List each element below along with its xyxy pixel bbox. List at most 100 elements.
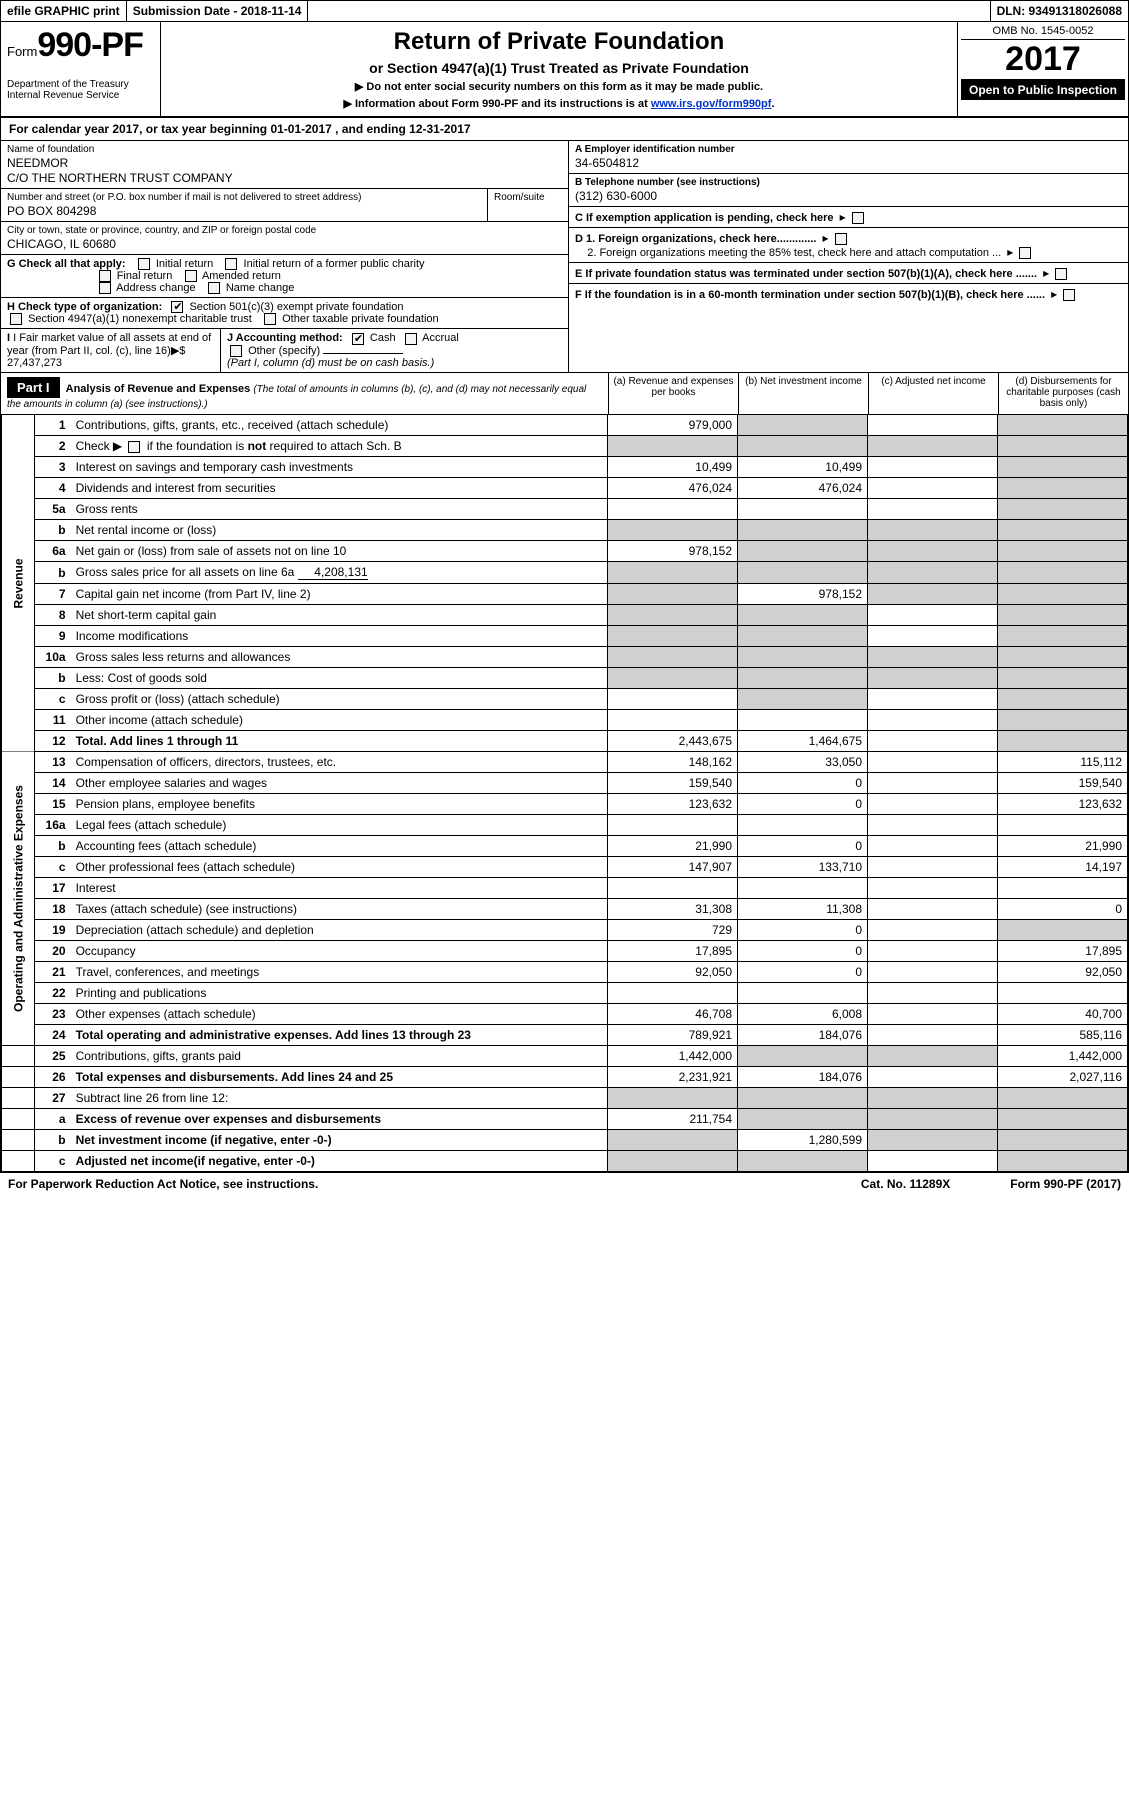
- r10a-a: [608, 647, 738, 668]
- r10a-c: [868, 647, 998, 668]
- chk-other-taxable[interactable]: [264, 313, 276, 325]
- r10b-d: [998, 668, 1128, 689]
- r16b-a: 21,990: [608, 836, 738, 857]
- open-inspection: Open to Public Inspection: [961, 80, 1125, 100]
- r27b-a: [608, 1130, 738, 1151]
- c-cell: C If exemption application is pending, c…: [569, 207, 1128, 228]
- lbl-other-method: Other (specify): [248, 345, 320, 357]
- chk-cash[interactable]: [352, 333, 364, 345]
- ln-13: 13: [35, 752, 71, 773]
- dept-irs: Internal Revenue Service: [7, 90, 154, 101]
- r6a-c: [868, 541, 998, 562]
- arrow-icon: [1048, 289, 1057, 301]
- ln-16b: b: [35, 836, 71, 857]
- c-label: C If exemption application is pending, c…: [575, 212, 834, 224]
- r20-d: 17,895: [998, 941, 1128, 962]
- desc-6b: Gross sales price for all assets on line…: [71, 562, 608, 584]
- chk-initial-return[interactable]: [138, 258, 150, 270]
- desc-7: Capital gain net income (from Part IV, l…: [71, 584, 608, 605]
- form-title: Return of Private Foundation: [171, 28, 947, 56]
- r5a-b: [738, 499, 868, 520]
- chk-accrual[interactable]: [405, 333, 417, 345]
- r24-a: 789,921: [608, 1025, 738, 1046]
- r9-d: [998, 626, 1128, 647]
- r25-a: 1,442,000: [608, 1046, 738, 1067]
- chk-initial-former[interactable]: [225, 258, 237, 270]
- desc-15: Pension plans, employee benefits: [71, 794, 608, 815]
- r8-c: [868, 605, 998, 626]
- desc-16a: Legal fees (attach schedule): [71, 815, 608, 836]
- desc-4: Dividends and interest from securities: [71, 478, 608, 499]
- part1-table: Revenue 1Contributions, gifts, grants, e…: [1, 415, 1128, 1172]
- r25-b: [738, 1046, 868, 1067]
- desc-12: Total. Add lines 1 through 11: [71, 731, 608, 752]
- ln-23: 23: [35, 1004, 71, 1025]
- chk-other-method[interactable]: [230, 345, 242, 357]
- desc-22: Printing and publications: [71, 983, 608, 1004]
- ln-14: 14: [35, 773, 71, 794]
- chk-c[interactable]: [852, 212, 864, 224]
- r21-c: [868, 962, 998, 983]
- r11-d: [998, 710, 1128, 731]
- r2-b: [738, 436, 868, 457]
- revenue-side-label: Revenue: [2, 415, 35, 752]
- chk-amended[interactable]: [185, 270, 197, 282]
- r3-c: [868, 457, 998, 478]
- ln-25: 25: [35, 1046, 71, 1067]
- r16a-d: [998, 815, 1128, 836]
- r18-d: 0: [998, 899, 1128, 920]
- chk-e[interactable]: [1055, 268, 1067, 280]
- name-label: Name of foundation: [7, 144, 562, 155]
- r26-c: [868, 1067, 998, 1088]
- lbl-name-change: Name change: [226, 282, 295, 294]
- chk-final-return[interactable]: [99, 270, 111, 282]
- lbl-final-return: Final return: [117, 270, 173, 282]
- r6b-b: [738, 562, 868, 584]
- r20-b: 0: [738, 941, 868, 962]
- r16a-c: [868, 815, 998, 836]
- ln-27b: b: [35, 1130, 71, 1151]
- city-cell: City or town, state or province, country…: [1, 222, 568, 255]
- ln-27c: c: [35, 1151, 71, 1172]
- desc-27a: Excess of revenue over expenses and disb…: [71, 1109, 608, 1130]
- notice-info-text: ▶ Information about Form 990-PF and its …: [343, 98, 650, 110]
- chk-501c3[interactable]: [171, 301, 183, 313]
- r10b-c: [868, 668, 998, 689]
- col-a-head: (a) Revenue and expenses per books: [608, 373, 738, 414]
- ln-1: 1: [35, 415, 71, 436]
- r7-a: [608, 584, 738, 605]
- chk-name-change[interactable]: [208, 282, 220, 294]
- desc-3: Interest on savings and temporary cash i…: [71, 457, 608, 478]
- r27a-a: 211,754: [608, 1109, 738, 1130]
- r22-b: [738, 983, 868, 1004]
- lbl-4947a1: Section 4947(a)(1) nonexempt charitable …: [28, 313, 252, 325]
- r26-b: 184,076: [738, 1067, 868, 1088]
- chk-4947a1[interactable]: [10, 313, 22, 325]
- desc-16c: Other professional fees (attach schedule…: [71, 857, 608, 878]
- r26-a: 2,231,921: [608, 1067, 738, 1088]
- identity-right: A Employer identification number 34-6504…: [568, 141, 1128, 372]
- header-right: OMB No. 1545-0052 2017 Open to Public In…: [958, 22, 1128, 116]
- i-text: I Fair market value of all assets at end…: [7, 332, 211, 357]
- lbl-initial-return: Initial return: [156, 258, 213, 270]
- r23-b: 6,008: [738, 1004, 868, 1025]
- top-bar: efile GRAPHIC print Submission Date - 20…: [1, 1, 1128, 22]
- chk-d2[interactable]: [1019, 247, 1031, 259]
- part1-badge: Part I: [7, 377, 60, 398]
- tel-value: (312) 630-6000: [575, 189, 1122, 203]
- r27c-d: [998, 1151, 1128, 1172]
- r12-d: [998, 731, 1128, 752]
- col-b-head: (b) Net investment income: [738, 373, 868, 414]
- desc-27: Subtract line 26 from line 12:: [71, 1088, 608, 1109]
- irs-link[interactable]: www.irs.gov/form990pf: [651, 98, 772, 110]
- r5b-d: [998, 520, 1128, 541]
- chk-f[interactable]: [1063, 289, 1075, 301]
- chk-schb[interactable]: [128, 441, 140, 453]
- r20-c: [868, 941, 998, 962]
- chk-d1[interactable]: [835, 233, 847, 245]
- r5b-c: [868, 520, 998, 541]
- desc-14: Other employee salaries and wages: [71, 773, 608, 794]
- chk-address-change[interactable]: [99, 282, 111, 294]
- r21-d: 92,050: [998, 962, 1128, 983]
- r17-a: [608, 878, 738, 899]
